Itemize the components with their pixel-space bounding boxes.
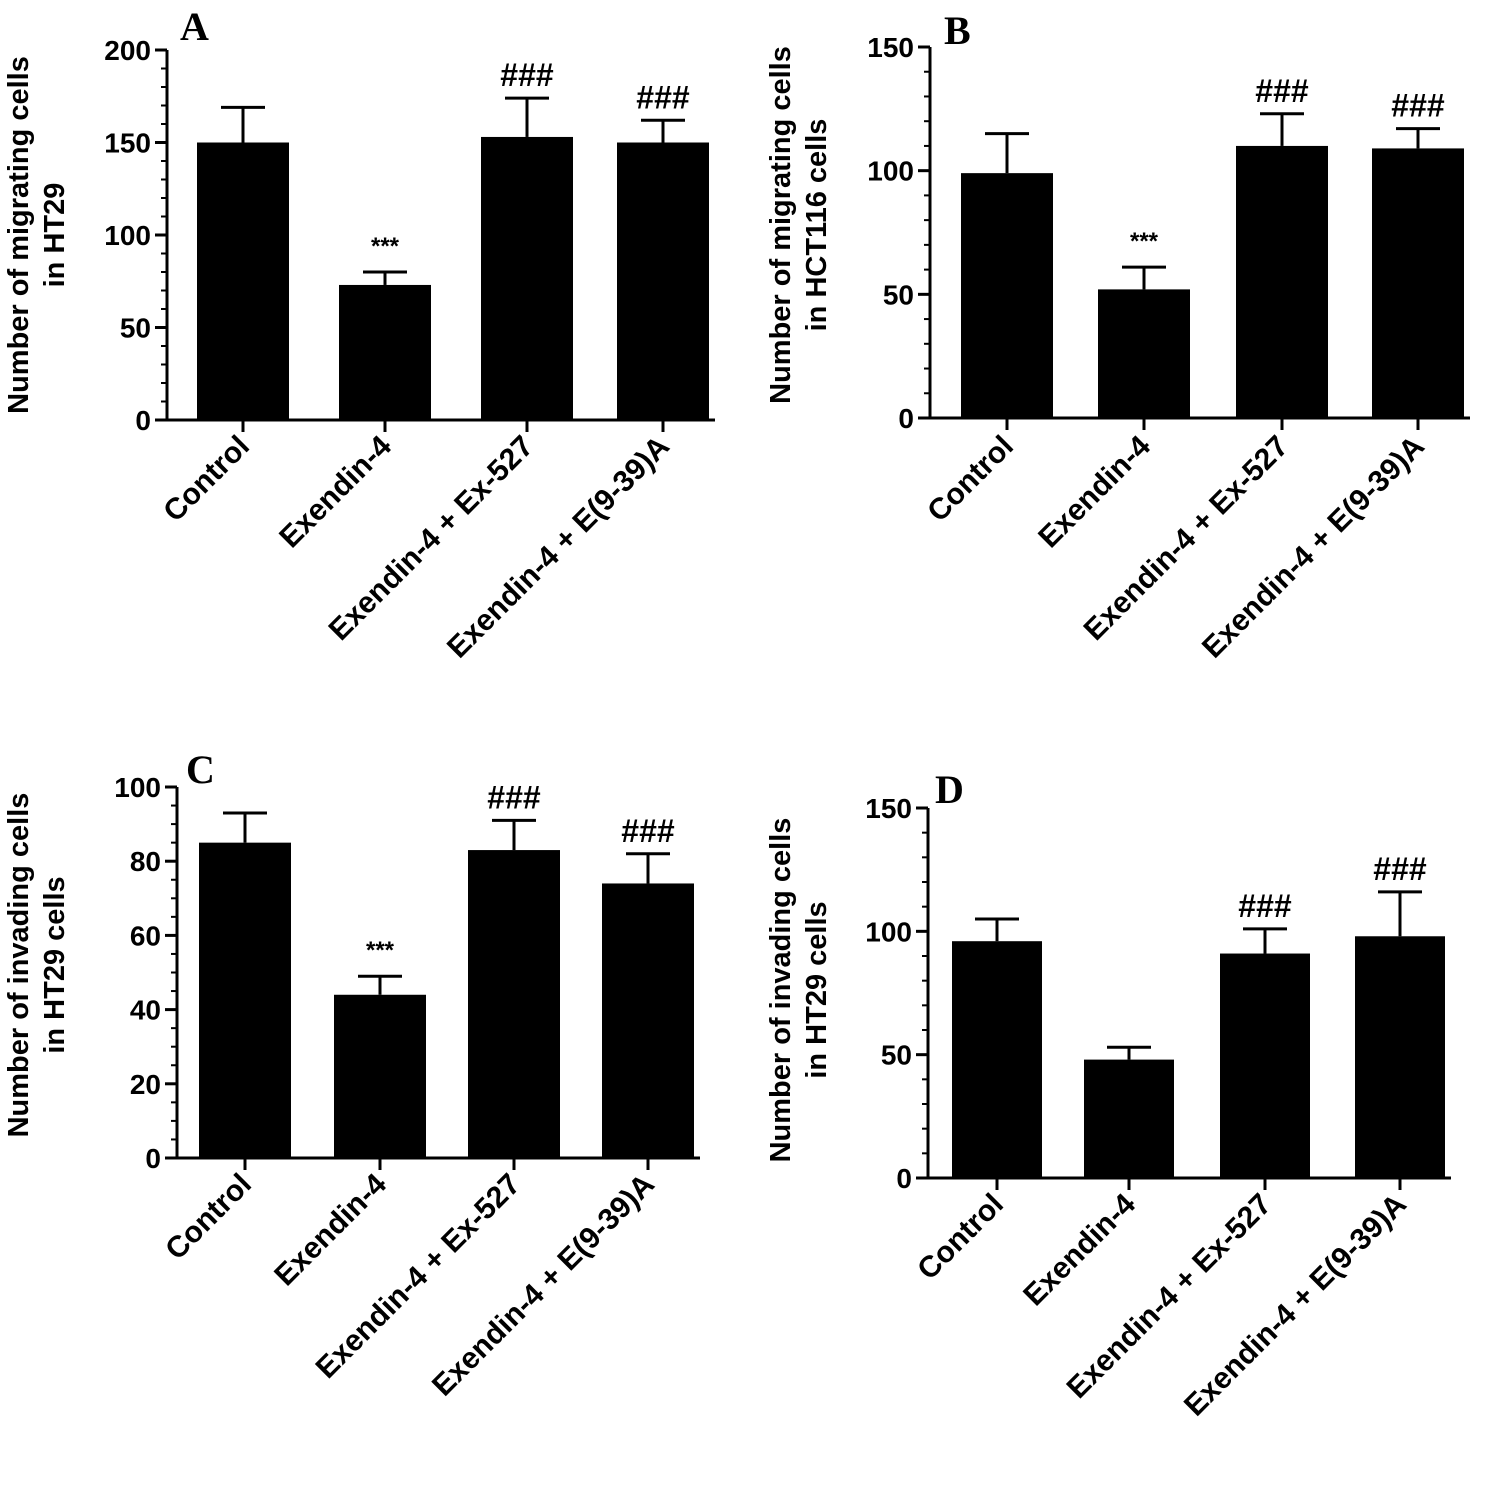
y-tick-label: 0: [135, 405, 151, 436]
category-label: Control: [921, 430, 1020, 529]
significance-annotation: ###: [487, 779, 541, 815]
bar-c-0: [199, 842, 291, 1158]
bar-a-1: [339, 284, 431, 420]
y-tick-label: 0: [898, 403, 914, 434]
y-axis-label: Number of invading cells in HT29 cells: [3, 793, 71, 1138]
bar-b-2: [1236, 145, 1328, 418]
panel-c: C 0 20 40 60 80 100 Control *** Exendin-4 ### Exend…: [3, 747, 700, 1403]
y-axis-label-line: Number of migrating cells: [3, 56, 35, 414]
panel-letter: A: [180, 4, 209, 49]
bar-d-0: [952, 941, 1042, 1178]
bar-c-3: [602, 883, 694, 1158]
category-label: Exendin-4 + E(9-39)A: [426, 1168, 661, 1403]
bar-a-3: [617, 142, 709, 420]
y-axis-label: Number of migrating cells in HCT116 cells: [765, 46, 833, 404]
bar-b-1: [1098, 289, 1190, 418]
y-axis-label-line: in HT29 cells: [39, 876, 71, 1053]
panel-b: B 0 50 100 150 Control *** Exendin-4 ### Exendin-…: [765, 8, 1470, 665]
bar-a-0: [197, 142, 289, 420]
significance-annotation: ***: [366, 937, 395, 964]
category-label: Exendin-4: [1032, 429, 1157, 554]
bar-a-2: [481, 136, 573, 420]
y-tick-label: 50: [881, 1040, 912, 1071]
y-axis-label-line: Number of invading cells: [765, 818, 797, 1163]
bar-d-2: [1220, 953, 1310, 1178]
category-label: Control: [159, 1168, 258, 1267]
y-tick-label: 20: [130, 1069, 161, 1100]
y-tick-label: 200: [104, 35, 151, 66]
panel-letter: D: [935, 767, 964, 812]
y-tick-label: 150: [867, 32, 914, 63]
significance-annotation: ###: [1373, 851, 1427, 887]
y-tick-label: 50: [883, 279, 914, 310]
panel-letter: B: [944, 8, 971, 53]
bar-c-2: [468, 850, 560, 1158]
y-axis-label-line: Number of migrating cells: [765, 46, 797, 404]
y-tick-label: 60: [130, 920, 161, 951]
y-axis-label-line: in HT29 cells: [801, 901, 833, 1078]
y-tick-label: 100: [114, 772, 161, 803]
significance-annotation: ###: [636, 79, 690, 115]
y-axis-label: Number of invading cells in HT29 cells: [765, 818, 833, 1163]
y-tick-label: 0: [896, 1163, 912, 1194]
panel-a: A 0 50 100 150 200 Control *** Exendin-4 ### Exend…: [3, 4, 715, 665]
y-axis-label: Number of migrating cells in HT29: [3, 56, 71, 414]
y-tick-label: 40: [130, 995, 161, 1026]
category-label: Control: [911, 1188, 1010, 1287]
significance-annotation: ###: [1238, 888, 1292, 924]
bar-d-1: [1084, 1059, 1174, 1178]
category-label: Exendin-4 + E(9-39)A: [441, 430, 676, 665]
y-tick-label: 0: [145, 1143, 161, 1174]
y-tick-label: 150: [104, 128, 151, 159]
y-axis-label-line: Number of invading cells: [3, 793, 35, 1138]
y-tick-label: 100: [867, 156, 914, 187]
significance-annotation: ###: [621, 813, 675, 849]
category-label: Exendin-4: [273, 429, 398, 554]
y-tick-label: 80: [130, 846, 161, 877]
significance-annotation: ###: [1255, 73, 1309, 109]
category-label: Exendin-4: [1017, 1187, 1142, 1312]
bar-d-3: [1355, 936, 1445, 1178]
bar-b-3: [1372, 148, 1464, 418]
y-axis-label-line: in HT29: [39, 183, 71, 288]
panel-d: D 0 50 100 150 Control Exendin-4 ### Exendin-4 +…: [765, 767, 1451, 1423]
significance-annotation: ###: [1391, 88, 1445, 124]
significance-annotation: ***: [1130, 228, 1159, 255]
panel-letter: C: [186, 747, 215, 792]
bar-c-1: [334, 994, 426, 1158]
category-label: Control: [157, 430, 256, 529]
y-tick-label: 100: [104, 220, 151, 251]
y-tick-label: 150: [865, 793, 912, 824]
bar-b-0: [961, 173, 1053, 418]
category-label: Exendin-4: [268, 1167, 393, 1292]
category-label: Exendin-4 + E(9-39)A: [1178, 1188, 1413, 1423]
y-tick-label: 100: [865, 916, 912, 947]
significance-annotation: ###: [500, 57, 554, 93]
category-label: Exendin-4 + E(9-39)A: [1196, 430, 1431, 665]
y-axis-label-line: in HCT116 cells: [801, 119, 833, 332]
significance-annotation: ***: [371, 233, 400, 260]
y-tick-label: 50: [120, 313, 151, 344]
